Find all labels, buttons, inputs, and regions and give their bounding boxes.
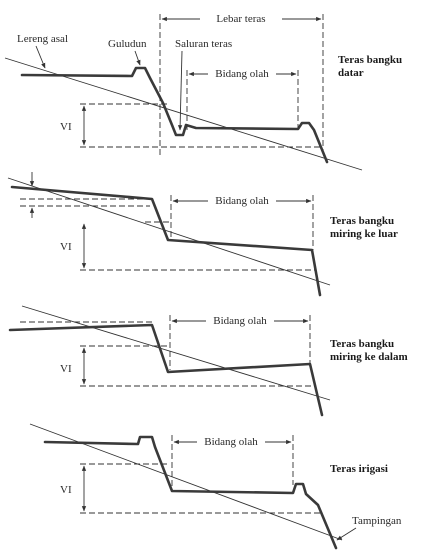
lebar-teras-bg — [200, 11, 282, 25]
bidang-olah-label: Bidang olah — [215, 68, 269, 80]
vi-label: VI — [60, 241, 72, 253]
bidang-olah-label: Bidang olah — [215, 195, 269, 207]
panel-inward-bench-terrace: Bidang olah VI Teras bangku miring ke da… — [8, 305, 408, 417]
panel2-title-line2: miring ke luar — [330, 228, 398, 240]
panel1-title-line2: datar — [338, 67, 364, 79]
bidang-olah-label: Bidang olah — [204, 436, 258, 448]
bidang-olah-bg — [206, 313, 274, 327]
terrace-profile — [20, 66, 329, 164]
bidang-olah-label: Bidang olah — [213, 315, 267, 327]
panel-flat-bench-terrace: Lebar teras Bidang olah VI Lereng asal G… — [4, 11, 402, 171]
bidang-olah-bg — [208, 66, 276, 80]
panel-outward-bench-terrace: Bidang olah VI Teras bangku miring ke lu… — [7, 172, 398, 297]
guludun-label: Guludun — [108, 38, 147, 50]
lereng-asal-label: Lereng asal — [17, 33, 68, 45]
panel2-title-line1: Teras bangku — [330, 215, 394, 227]
panel-irrigation-terrace: Bidang olah VI Tampingan Teras irigasi — [29, 423, 402, 550]
tampingan-pointer — [336, 527, 357, 541]
vi-label: VI — [60, 484, 72, 496]
saluran-teras-pointer — [177, 50, 183, 131]
saluran-teras-label: Saluran teras — [175, 38, 232, 50]
terrace-profile — [43, 435, 338, 550]
vi-label: VI — [60, 363, 72, 375]
guludun-pointer — [134, 50, 141, 66]
terrace-profile — [10, 185, 322, 297]
panel4-title-line1: Teras irigasi — [330, 463, 388, 475]
panel3-title-line1: Teras bangku — [330, 338, 394, 350]
lebar-teras-label: Lebar teras — [216, 13, 265, 25]
tampingan-label: Tampingan — [352, 515, 402, 527]
panel3-title-line2: miring ke dalam — [330, 351, 408, 363]
original-slope-line — [7, 177, 331, 286]
bidang-olah-bg — [197, 434, 265, 448]
lereng-asal-pointer — [35, 45, 46, 69]
terrace-profile — [8, 323, 324, 417]
original-slope-line — [21, 305, 331, 401]
vi-label: VI — [60, 121, 72, 133]
bidang-olah-bg — [208, 193, 276, 207]
panel1-title-line1: Teras bangku — [338, 54, 402, 66]
